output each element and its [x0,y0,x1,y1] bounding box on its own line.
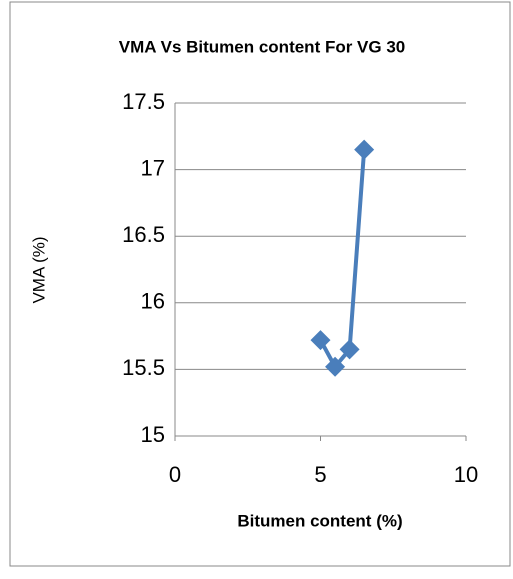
chart-frame [9,1,511,567]
y-axis-label: VMA (%) [29,236,48,303]
x-tick-label: 0 [169,462,181,487]
y-tick-label: 17.5 [122,89,165,114]
chart-title: VMA Vs Bitumen content For VG 30 [119,37,406,56]
y-tick-label: 15 [141,422,165,447]
y-tick-label: 17 [141,155,165,180]
x-axis-label: Bitumen content (%) [237,511,402,530]
y-tick-label: 15.5 [122,355,165,380]
series-line [318,149,367,369]
x-tick-label: 10 [454,462,478,487]
y-tick-label: 16.5 [122,222,165,247]
x-tick-label: 5 [314,462,326,487]
data-point [354,139,375,160]
y-tick-label: 16 [141,289,165,314]
data-point [339,339,360,360]
data-point [310,330,331,351]
data-point [325,356,346,377]
